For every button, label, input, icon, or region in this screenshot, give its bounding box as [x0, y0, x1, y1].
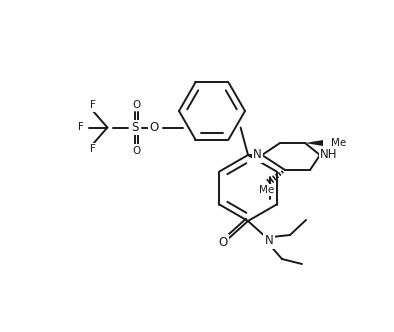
Text: O: O: [218, 235, 228, 248]
Text: O: O: [132, 145, 141, 155]
Text: N: N: [253, 148, 262, 161]
Text: NH: NH: [320, 148, 338, 161]
Text: O: O: [132, 100, 141, 110]
Text: N: N: [265, 234, 273, 247]
Text: F: F: [91, 144, 97, 154]
Text: F: F: [91, 101, 97, 111]
Text: O: O: [149, 121, 158, 134]
Polygon shape: [248, 152, 262, 158]
Text: Me: Me: [259, 185, 275, 195]
Text: F: F: [78, 123, 84, 132]
Text: Me: Me: [331, 138, 346, 148]
Text: S: S: [132, 121, 139, 134]
Polygon shape: [305, 140, 323, 146]
